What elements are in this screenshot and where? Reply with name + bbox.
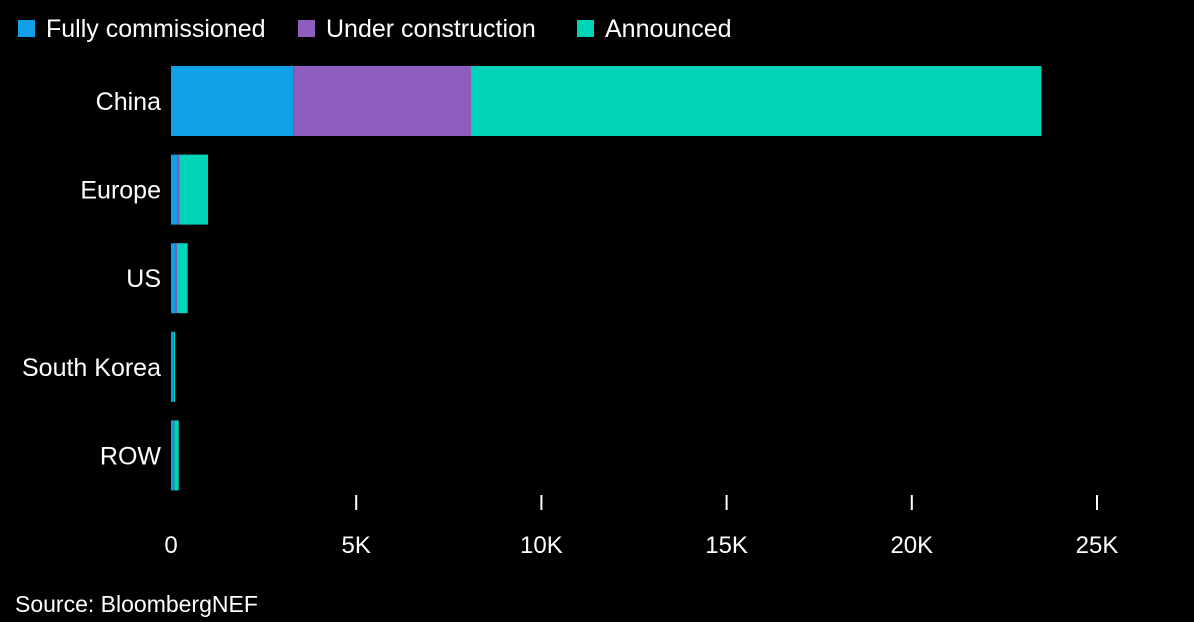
source-note: Source: BloombergNEF xyxy=(15,591,258,617)
bar-us-announced xyxy=(176,243,188,314)
legend-swatch-fully-commissioned xyxy=(18,20,35,37)
bar-china-announced xyxy=(471,66,1042,136)
x-tick-label: 15K xyxy=(705,532,748,559)
bars xyxy=(171,66,1042,491)
category-label-us: US xyxy=(126,265,161,293)
legend-swatch-under-construction xyxy=(298,20,315,37)
bar-europe-under-construction xyxy=(177,154,180,225)
x-tick-label: 20K xyxy=(890,532,933,559)
bar-row-fully-commissioned xyxy=(171,420,174,491)
category-label-europe: Europe xyxy=(80,177,161,205)
x-tick-label: 10K xyxy=(520,532,563,559)
legend-label-announced: Announced xyxy=(605,15,732,43)
legend-label-under-construction: Under construction xyxy=(326,15,536,43)
bar-china-fully-commissioned xyxy=(171,66,294,136)
legend: Fully commissioned Under construction Anno… xyxy=(18,15,732,43)
x-axis: 0 5K 10K 15K 20K 25K xyxy=(164,495,1118,559)
legend-label-fully-commissioned: Fully commissioned xyxy=(46,15,266,43)
bar-row-under-construction xyxy=(173,420,175,491)
x-tick-label: 5K xyxy=(342,532,371,559)
category-label-row: ROW xyxy=(100,442,162,470)
bar-europe-announced xyxy=(179,154,209,225)
x-tick-label: 0 xyxy=(164,532,177,559)
bar-south-korea-announced xyxy=(173,331,176,402)
bar-south-korea-fully-commissioned xyxy=(171,331,174,402)
category-label-china: China xyxy=(96,88,161,116)
x-tick-label: 25K xyxy=(1076,532,1119,559)
bar-us-under-construction xyxy=(175,243,177,314)
bar-europe-fully-commissioned xyxy=(171,154,178,225)
category-labels: China Europe US South Korea ROW xyxy=(22,88,161,470)
category-label-south-korea: South Korea xyxy=(22,354,161,382)
legend-swatch-announced xyxy=(577,20,594,37)
bar-china-under-construction xyxy=(293,66,472,136)
bar-us-fully-commissioned xyxy=(171,243,176,314)
bar-row-announced xyxy=(174,420,179,491)
